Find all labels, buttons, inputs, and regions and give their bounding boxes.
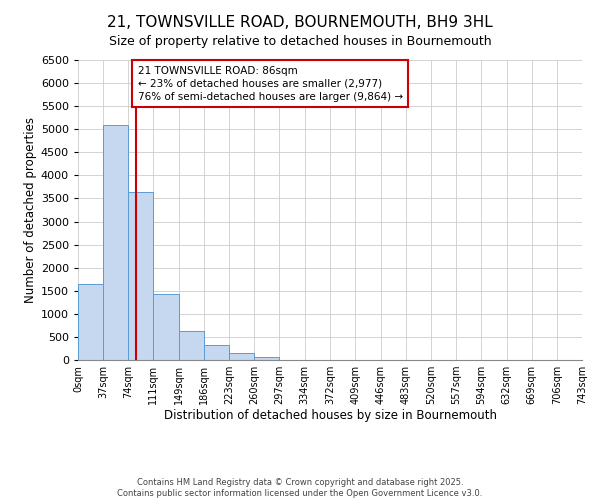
Text: Size of property relative to detached houses in Bournemouth: Size of property relative to detached ho… bbox=[109, 35, 491, 48]
Bar bbox=[179, 332, 204, 360]
Bar bbox=[229, 354, 254, 360]
Y-axis label: Number of detached properties: Number of detached properties bbox=[23, 117, 37, 303]
Bar bbox=[78, 284, 103, 360]
Bar bbox=[254, 357, 280, 360]
Text: 21, TOWNSVILLE ROAD, BOURNEMOUTH, BH9 3HL: 21, TOWNSVILLE ROAD, BOURNEMOUTH, BH9 3H… bbox=[107, 15, 493, 30]
Bar bbox=[128, 192, 153, 360]
X-axis label: Distribution of detached houses by size in Bournemouth: Distribution of detached houses by size … bbox=[163, 408, 497, 422]
Bar bbox=[204, 345, 229, 360]
Text: 21 TOWNSVILLE ROAD: 86sqm
← 23% of detached houses are smaller (2,977)
76% of se: 21 TOWNSVILLE ROAD: 86sqm ← 23% of detac… bbox=[137, 66, 403, 102]
Bar bbox=[153, 294, 179, 360]
Bar bbox=[103, 124, 128, 360]
Text: Contains HM Land Registry data © Crown copyright and database right 2025.
Contai: Contains HM Land Registry data © Crown c… bbox=[118, 478, 482, 498]
